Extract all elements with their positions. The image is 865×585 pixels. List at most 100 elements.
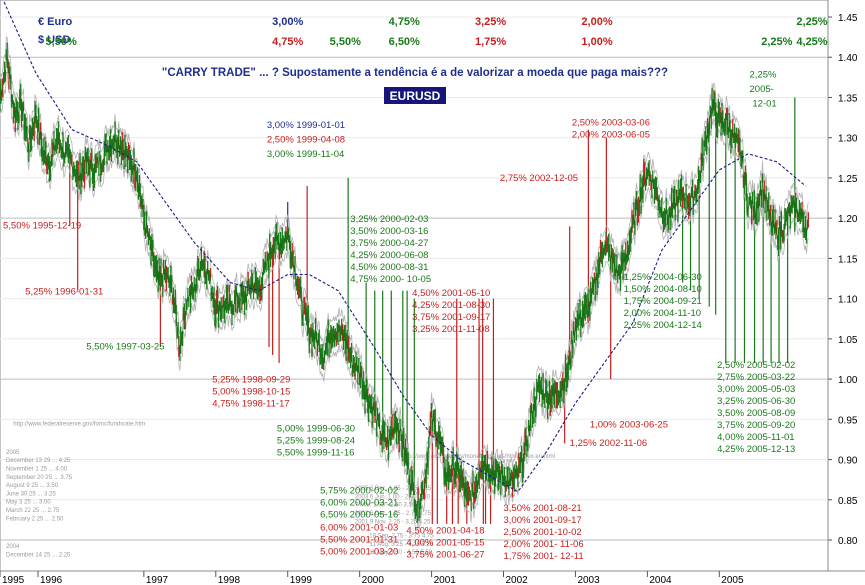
y-tick-label: 0.95 (838, 415, 858, 426)
annotation-label: 4,50% 2000-08-31 (350, 262, 428, 273)
x-tick-label: 1995 (2, 575, 25, 585)
faint-note-line: May 3 25 ... 3.00 (6, 500, 51, 506)
header-rate-label: 4,25% (796, 36, 827, 48)
annotation-label: 2,50% 2003-03-06 (572, 118, 650, 129)
x-tick-label: 2001 (434, 575, 457, 585)
y-tick-label: 1.40 (838, 53, 858, 64)
annotation-label: 4,00% 2001-05-15 (406, 538, 484, 549)
annotation-label: 2,00% 2003-06-05 (572, 130, 650, 141)
header-rate-label: 2,25% (761, 36, 792, 48)
annotation-label: 4,00% 2005-11-01 (717, 432, 794, 443)
annotation-label: 2,50% 2005-02-02 (717, 360, 795, 371)
x-tick-labels: 1995 1996 1997 1998 1999 2000 2001 2002 2003 2004… (0, 571, 744, 585)
annotation-label: 3,25% 2000-02-03 (350, 214, 428, 225)
annotation-label: 1,75% 2004-09-21 (624, 296, 702, 307)
header-rate-label: 1,75% (475, 36, 506, 48)
annotation-label: 3,25% 2001-11-08 (412, 324, 489, 335)
annotation-label: 5,00% 2001-03-20 (320, 546, 398, 557)
header-rate-label: 6,50% (389, 36, 420, 48)
annotation-label: 5,25% 1999-08-24 (277, 435, 355, 446)
annotation-label: 1,00% 2003-06-25 (590, 419, 668, 430)
annotation-label: 4,50% 2001-05-10 (412, 288, 490, 299)
annotation-label: 3,75% 2000-04-27 (350, 238, 428, 249)
header-rates: 5,50% 3,00% 4,75% 5,50% 4,75% 6,50% 3,25% 1,75%… (46, 16, 828, 48)
x-tick-label: 1999 (290, 575, 313, 585)
annotation-label: 5,50% 1997-03-25 (86, 341, 164, 352)
annotation-label: 2,25% (750, 69, 777, 80)
annotation-label: 5,50% 1999-11-16 (277, 447, 354, 458)
price-line (0, 53, 809, 514)
annotation-label: 1,25% 2002-11-06 (570, 438, 647, 449)
y-tick-label: 1.05 (838, 335, 858, 346)
faint-note-line: February 2 25 ... 2.50 (6, 516, 64, 522)
annotation-label: 5,75% 2000-02-02 (320, 485, 398, 496)
y-tick-label: 1.30 (838, 134, 858, 145)
faint-note-line: 31 Aug. 3.25 - 4.25 5.25 (369, 542, 434, 548)
annotation-label: 2,50% 2001-10-02 (504, 527, 582, 538)
faint-note-line: 2001 9 Nov. 2.25 - 3.25 4.25 (355, 519, 431, 525)
y-tick-label: 0.85 (838, 496, 858, 507)
x-tick-label: 2000 (362, 575, 385, 585)
y-tick-label: 1.45 (838, 13, 858, 24)
legend-usd: $ USD (38, 34, 70, 46)
y-tick-label: 0.80 (838, 536, 858, 547)
faint-note-line: 2002 6 Dec. 1.75 - 2.75 3.75 (355, 511, 432, 517)
annotation-label: 1,50% 2004-08-10 (624, 284, 702, 295)
annotation-label: 3,50% 2005-08-09 (717, 408, 795, 419)
annotation-label: 4,75% 1998-11-17 (212, 398, 289, 409)
faint-note-line: December 13 29 ... 4.25 (6, 458, 71, 464)
header-rate-label: 1,00% (581, 36, 612, 48)
faint-note-line: August 9 25 ... 3.50 (6, 483, 59, 489)
annotation-label: 5,00% 1999-06-30 (277, 423, 355, 434)
x-tick-label: 2004 (649, 575, 672, 585)
header-rate-label: 4,75% (272, 36, 303, 48)
legend-euro: € Euro (38, 16, 73, 28)
y-tick-label: 0.90 (838, 456, 858, 467)
annotation-label: 3,75% 2001-09-17 (412, 312, 490, 323)
faint-note-line: November 1 25 ... 4.00 (6, 467, 68, 473)
y-tick-label: 1.00 (838, 375, 858, 386)
faint-note-line: 18 Sep. 2.75 - 3.75 4.75 (369, 534, 434, 540)
annotation-label: 5,25% 1996-01-31 (25, 287, 103, 298)
chart-subtitle: "CARRY TRADE" ... ? Supostamente a tendê… (162, 67, 668, 79)
annotation-label: 6,00% 2001-01-03 (320, 522, 398, 533)
annotation-label: 3,00% 1999-11-04 (267, 149, 344, 160)
annotation-label: 3,00% 2005-05-03 (717, 384, 795, 395)
y-tick-labels: 1.45 1.40 1.35 1.30 1.25 1.20 1.15 1.10 1.05 1.00… (838, 13, 858, 547)
annotation-label: 3,00% 1999-01-01 (267, 120, 345, 131)
annotation-label: 5,50% 1995-12-19 (3, 221, 81, 232)
annotation-label: 2,00% 2001- 11-06 (504, 539, 584, 550)
faint-note-line: December 14 25 ... 2.25 (6, 552, 71, 558)
annotation-label: 1,75% 2001- 12-11 (504, 551, 584, 562)
header-rate-label: 2,00% (581, 16, 612, 28)
price-series (0, 42, 809, 523)
title-badge (384, 87, 446, 104)
annotation-label: 3,75% 2005-09-20 (717, 420, 795, 431)
faint-note-line: June 30 25 ... 3.25 (6, 491, 56, 497)
annotation-label: 4,25% 2005-12-13 (717, 444, 795, 455)
annotation-label: 5,50% 2001-01-31 (320, 534, 398, 545)
annotation-label: 3,25% 2005-06-30 (717, 396, 795, 407)
faint-notes: http://www.federalreserve.gov/fomc/funds… (6, 422, 555, 559)
faint-note-line: http://www.ecb.int/stats/monetary/rates/… (402, 454, 555, 460)
x-tick-label: 2003 (577, 575, 600, 585)
y-tick-label: 1.25 (838, 174, 858, 185)
x-tick-label: 2005 (721, 575, 744, 585)
faint-note-line: 11 May 3.50 - 4.50 5.50 (369, 550, 433, 556)
header-rate-label: 2,25% (796, 16, 827, 28)
annotation-label: 2,00% 2004-11-10 (624, 308, 701, 319)
faint-note-line: 2005 6 Dec. 1.25 - 2.25 3.25 (355, 486, 432, 492)
header-rate-label: 4,75% (389, 16, 420, 28)
annotation-label: 3,75% 2001-06-27 (406, 550, 484, 561)
annotation-label: 1,25% 2004-06-30 (624, 272, 702, 283)
faint-note-line: http://www.federalreserve.gov/fomc/funds… (13, 422, 145, 428)
faint-note-line: 2004 (6, 544, 20, 550)
annotation-label: 6,00% 2000-03-21 (320, 497, 398, 508)
annotation-label: 3,00% 2001-09-17 (504, 515, 582, 526)
x-tick-label: 1998 (218, 575, 241, 585)
annotation-label: 3,50% 2000-03-16 (350, 226, 428, 237)
faint-note-line: 7 Mar. 1.50 - 2.50 3.50 (355, 503, 416, 509)
annotation-label: 4,75% 2000- 10-05 (350, 274, 431, 285)
annotation-label: 4,25% 2001-08-30 (412, 300, 490, 311)
